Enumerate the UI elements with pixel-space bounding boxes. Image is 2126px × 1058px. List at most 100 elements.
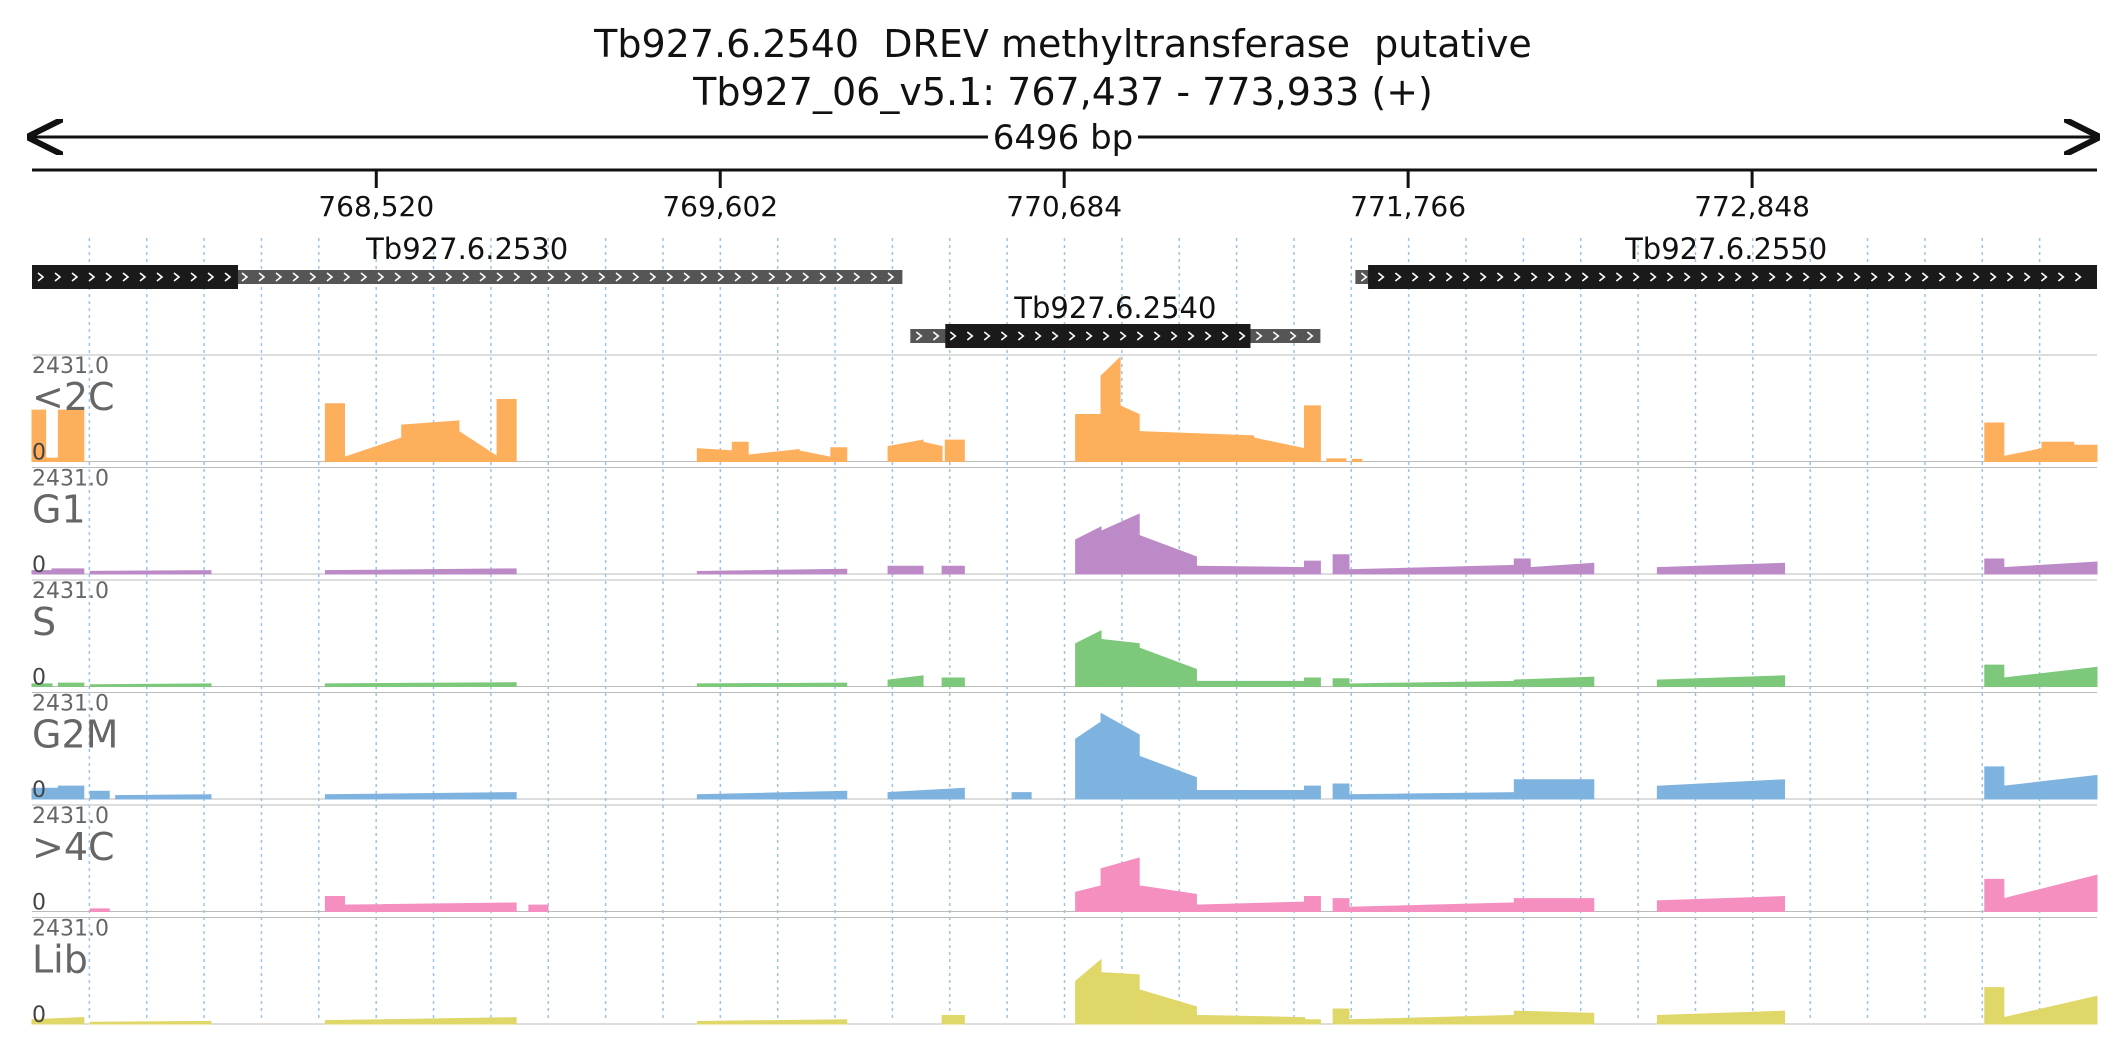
track-min-label: 0	[32, 778, 46, 803]
coverage-segment	[1011, 792, 1032, 800]
strand-chevron	[462, 272, 470, 282]
coverage-segment	[57, 682, 85, 687]
strand-chevron	[1700, 272, 1708, 282]
coverage-segment	[343, 437, 403, 462]
coverage-segment	[696, 1019, 848, 1025]
coverage-segment	[696, 568, 848, 575]
coverage-segment	[1513, 558, 1531, 575]
strand-chevron	[1734, 272, 1742, 282]
strand-chevron	[258, 272, 266, 282]
coverage-segment	[1984, 664, 2005, 687]
track-max-label: 2431.0	[32, 579, 109, 604]
track-2: 2431.0S 0	[31, 579, 2098, 691]
coverage-segment	[1332, 898, 1350, 912]
strand-chevron	[1683, 272, 1691, 282]
coverage-segment	[1138, 647, 1197, 687]
gene-label: Tb927.6.2550	[1624, 232, 1827, 266]
track-name: <2C	[32, 375, 115, 419]
coverage-segment	[324, 682, 517, 687]
strand-chevron	[207, 272, 215, 282]
strand-chevron	[836, 272, 844, 282]
coverage-segment	[1304, 560, 1321, 575]
coverage-segment	[1075, 413, 1102, 462]
span-label-bg	[988, 120, 1138, 156]
strand-chevron	[241, 272, 249, 282]
strand-chevron	[156, 272, 164, 282]
strand-chevron	[1170, 331, 1178, 341]
coverage-segment	[1304, 896, 1321, 912]
strand-chevron	[1649, 272, 1657, 282]
coverage-segment	[1304, 785, 1321, 800]
strand-chevron	[1085, 331, 1093, 341]
strand-chevron	[224, 272, 232, 282]
track-max-label: 2431.0	[32, 804, 109, 829]
strand-chevron	[1411, 272, 1419, 282]
coverage-segment	[1348, 680, 1515, 687]
coverage-segment	[1138, 755, 1197, 800]
strand-chevron	[1853, 272, 1861, 282]
strand-chevron	[71, 272, 79, 282]
coverage-segment	[922, 441, 943, 462]
strand-chevron	[751, 272, 759, 282]
coverage-segment	[89, 790, 110, 800]
coverage-segment	[31, 683, 53, 687]
strand-chevron	[683, 272, 691, 282]
strand-chevron	[1051, 331, 1059, 341]
track-4: 2431.0>4C 0	[32, 804, 2098, 916]
strand-chevron	[1394, 272, 1402, 282]
coverage-segment	[1656, 779, 1786, 800]
track-max-label: 2431.0	[32, 692, 109, 717]
coverage-segment	[1100, 712, 1140, 800]
coverage-segment	[1195, 565, 1306, 575]
coverage-segment	[2073, 444, 2098, 462]
gene-models: Tb927.6.2530 Tb927.6.2540 Tb927.6.2550	[32, 232, 2097, 348]
strand-chevron	[1921, 272, 1929, 282]
strand-chevron	[1187, 331, 1195, 341]
strand-chevron	[1479, 272, 1487, 282]
strand-chevron	[547, 272, 555, 282]
coverage-segment	[941, 565, 965, 575]
strand-chevron	[1768, 272, 1776, 282]
strand-chevron	[1530, 272, 1538, 282]
coverage-segment	[731, 441, 749, 462]
track-name: Lib	[32, 938, 88, 982]
strand-chevron	[1666, 272, 1674, 282]
coverage-segment	[1100, 972, 1140, 1025]
coverage-segment	[324, 896, 345, 912]
strand-chevron	[1615, 272, 1623, 282]
coverage-segment	[747, 448, 800, 462]
coverage-segment	[1656, 675, 1786, 687]
coverage-segment	[1348, 564, 1515, 575]
strand-chevron	[700, 272, 708, 282]
strand-chevron	[496, 272, 504, 282]
coverage-segment	[1138, 534, 1197, 575]
coverage-segment	[1075, 630, 1102, 687]
gene-cds	[32, 265, 238, 289]
coverage-segment	[31, 1017, 85, 1025]
strand-chevron	[1017, 331, 1025, 341]
strand-chevron	[1119, 331, 1127, 341]
strand-chevron	[1581, 272, 1589, 282]
strand-chevron	[1238, 331, 1246, 341]
strand-chevron	[292, 272, 300, 282]
coverage-segment	[696, 448, 733, 462]
strand-chevron	[949, 331, 957, 341]
coverage-segment	[941, 677, 965, 687]
strand-chevron	[411, 272, 419, 282]
gene-title: Tb927.6.2540 DREV methyltransferase puta…	[594, 22, 1532, 66]
coverage-segment	[944, 439, 965, 462]
coverage-segment	[1195, 1014, 1306, 1025]
coverage-segment	[1304, 677, 1321, 687]
strand-chevron	[1136, 331, 1144, 341]
strand-chevron	[870, 272, 878, 282]
strand-chevron	[932, 331, 940, 341]
coverage-segment	[1656, 896, 1786, 912]
strand-chevron	[2057, 272, 2065, 282]
strand-chevron	[717, 272, 725, 282]
coverage-segment	[1138, 885, 1197, 912]
track-min-label: 0	[32, 891, 46, 916]
coverage-segment	[1656, 1010, 1786, 1025]
coverage-segment	[1253, 437, 1306, 462]
coverage-segment	[1984, 987, 2005, 1025]
